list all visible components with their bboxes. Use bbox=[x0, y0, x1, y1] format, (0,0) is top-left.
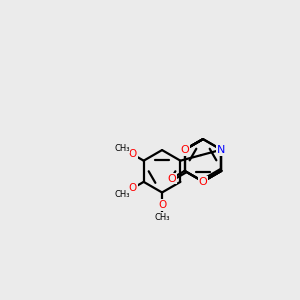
Text: O: O bbox=[129, 183, 137, 193]
Text: CH₃: CH₃ bbox=[114, 190, 130, 199]
Text: O: O bbox=[129, 149, 137, 160]
Text: O: O bbox=[180, 145, 189, 155]
Text: CH₃: CH₃ bbox=[114, 144, 130, 153]
Text: CH₃: CH₃ bbox=[154, 213, 170, 222]
Text: O: O bbox=[199, 176, 207, 187]
Text: N: N bbox=[217, 145, 226, 155]
Text: O: O bbox=[158, 200, 166, 210]
Text: O: O bbox=[167, 174, 176, 184]
